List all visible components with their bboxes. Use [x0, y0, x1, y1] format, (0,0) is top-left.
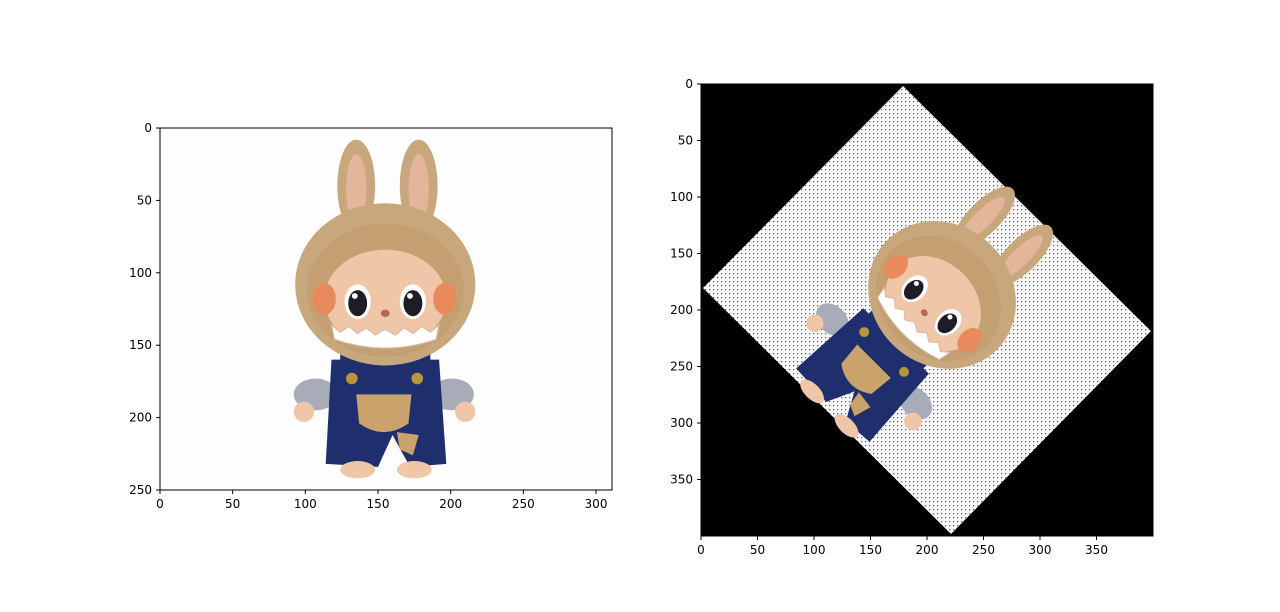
right-x-tick-label: 100	[803, 543, 826, 557]
left-image-panel: 0 50 100 150 200 250 300 0 50 100 150 200 250	[129, 121, 613, 511]
right-y-tick-label: 250	[670, 360, 693, 374]
right-x-tick-label: 250	[972, 543, 995, 557]
right-y-tick-label: 50	[678, 134, 693, 148]
left-y-tick-label: 200	[129, 411, 152, 425]
right-image-panel: 0 50 100 150 200 250 300 350 0 50 100 150 200 250 300…	[670, 77, 1154, 557]
right-x-tick-label: 50	[750, 543, 765, 557]
right-y-tick-label: 150	[670, 247, 693, 261]
right-y-tick-label: 0	[685, 77, 693, 91]
right-y-tick-label: 300	[670, 416, 693, 430]
left-y-tick-label: 0	[144, 121, 152, 135]
right-y-axis: 0 50 100 150 200 250 300 350	[670, 77, 701, 487]
left-x-tick-label: 100	[294, 497, 317, 511]
right-x-tick-label: 200	[916, 543, 939, 557]
right-y-tick-label: 200	[670, 303, 693, 317]
left-y-tick-label: 150	[129, 338, 152, 352]
left-x-tick-label: 50	[225, 497, 240, 511]
right-x-tick-label: 150	[859, 543, 882, 557]
right-y-tick-label: 350	[670, 473, 693, 487]
left-axes-frame	[159, 127, 613, 491]
left-x-axis: 0 50 100 150 200 250 300	[156, 490, 607, 511]
right-x-tick-label: 0	[697, 543, 705, 557]
right-x-tick-label: 300	[1029, 543, 1052, 557]
left-x-tick-label: 150	[367, 497, 390, 511]
left-y-tick-label: 100	[129, 266, 152, 280]
left-x-tick-label: 300	[585, 497, 608, 511]
left-x-tick-label: 200	[439, 497, 462, 511]
right-x-axis: 0 50 100 150 200 250 300 350	[697, 536, 1108, 557]
left-y-tick-label: 50	[137, 193, 152, 207]
left-y-tick-label: 250	[129, 483, 152, 497]
left-x-tick-label: 250	[512, 497, 535, 511]
left-x-tick-label: 0	[156, 497, 164, 511]
left-y-axis: 0 50 100 150 200 250	[129, 121, 160, 497]
right-y-tick-label: 100	[670, 190, 693, 204]
right-x-tick-label: 350	[1085, 543, 1108, 557]
